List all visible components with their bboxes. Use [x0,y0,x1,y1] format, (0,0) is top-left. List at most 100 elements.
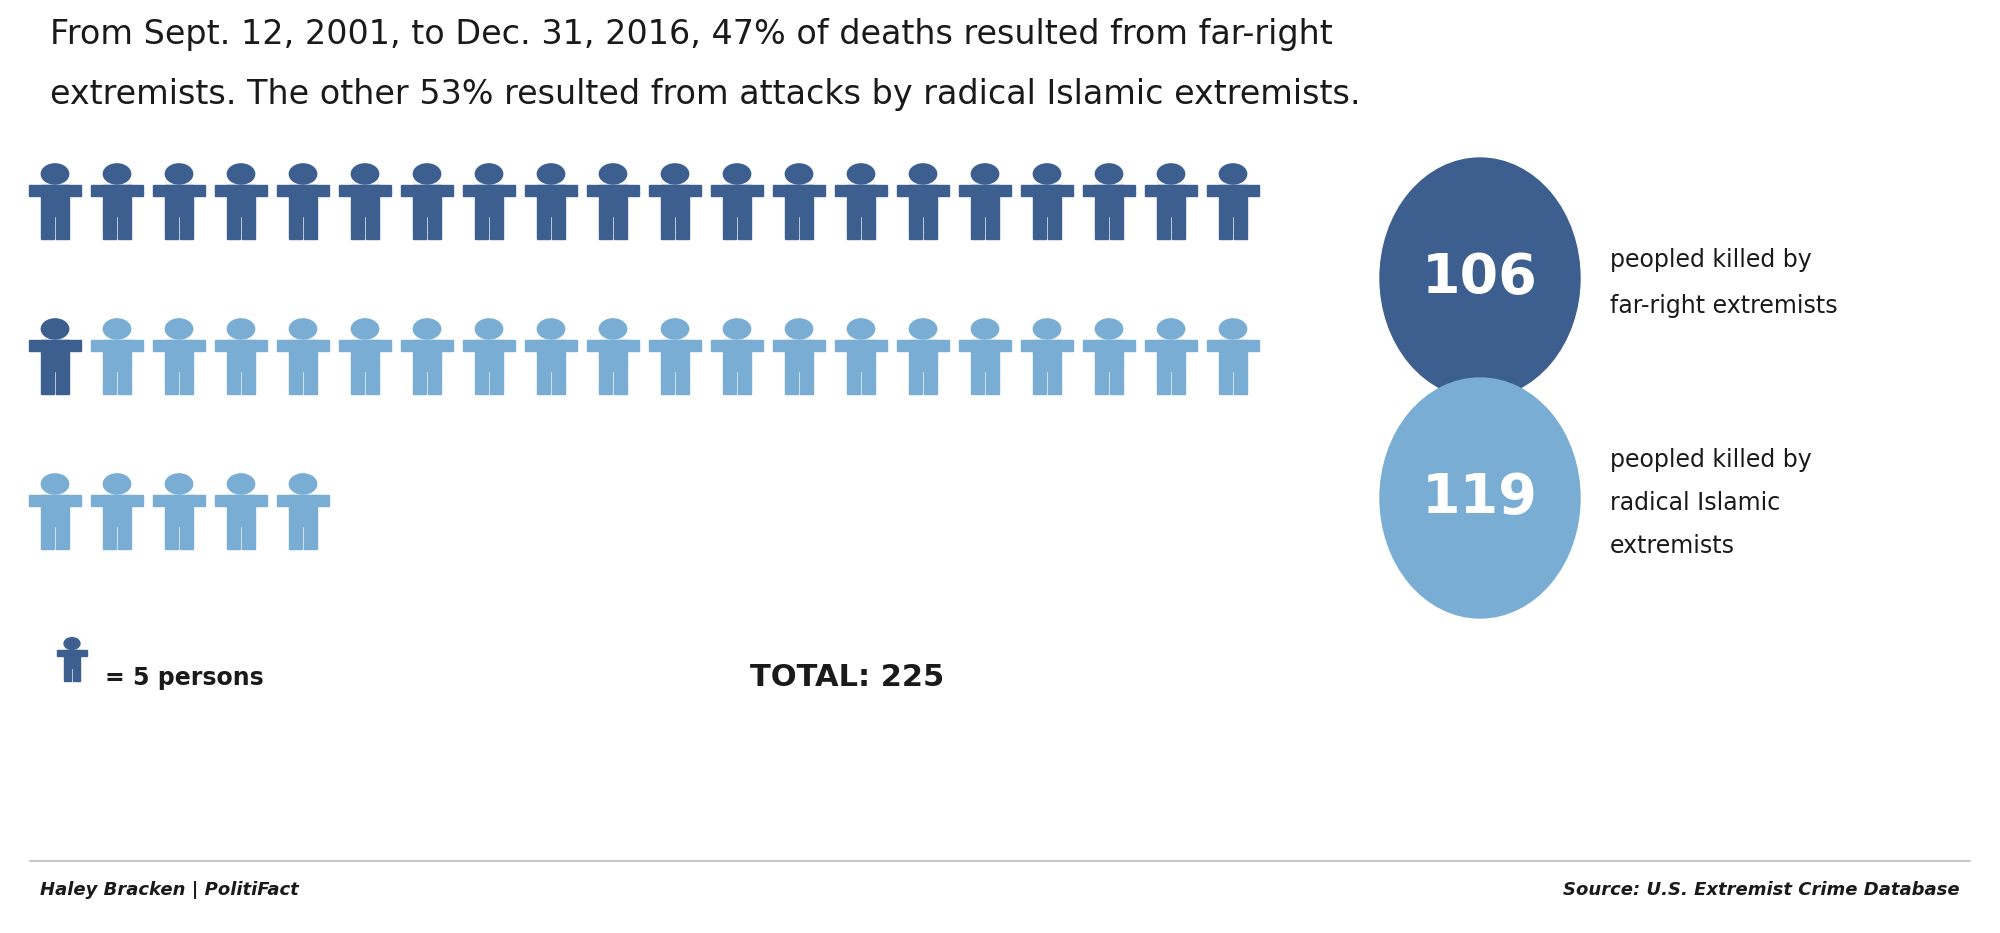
Ellipse shape [64,637,80,649]
Polygon shape [118,525,130,549]
Ellipse shape [786,319,812,339]
Polygon shape [600,370,612,394]
Polygon shape [42,525,54,549]
Polygon shape [304,216,316,239]
Ellipse shape [166,474,192,494]
Polygon shape [166,370,178,394]
Polygon shape [42,341,68,370]
Polygon shape [228,216,240,239]
Polygon shape [836,341,886,351]
Ellipse shape [1220,319,1246,339]
Polygon shape [1158,186,1184,216]
Polygon shape [476,370,488,394]
Polygon shape [898,341,948,351]
Polygon shape [662,370,674,394]
Polygon shape [1048,370,1060,394]
Polygon shape [910,370,922,394]
Polygon shape [538,341,564,370]
Polygon shape [464,186,514,196]
Text: = 5 persons: = 5 persons [104,666,264,690]
Polygon shape [290,370,302,394]
Polygon shape [1084,341,1134,351]
Ellipse shape [600,164,626,184]
Polygon shape [1034,370,1046,394]
Polygon shape [278,341,328,351]
Ellipse shape [476,319,502,339]
Polygon shape [428,216,440,239]
Polygon shape [1034,216,1046,239]
Text: 119: 119 [1422,471,1538,525]
Polygon shape [56,650,88,656]
Polygon shape [414,341,440,370]
Polygon shape [862,216,874,239]
Polygon shape [30,186,80,196]
Polygon shape [1096,341,1122,370]
Ellipse shape [42,474,68,494]
Polygon shape [166,186,192,216]
Polygon shape [924,216,936,239]
Polygon shape [986,370,998,394]
Polygon shape [986,216,998,239]
Polygon shape [180,370,192,394]
Polygon shape [1158,370,1170,394]
Polygon shape [972,370,984,394]
Polygon shape [402,341,452,351]
Polygon shape [600,341,626,370]
Polygon shape [1172,370,1184,394]
Text: peopled killed by: peopled killed by [1610,248,1812,272]
Ellipse shape [848,319,874,339]
Ellipse shape [910,164,936,184]
Ellipse shape [848,164,874,184]
Polygon shape [352,341,378,370]
Polygon shape [972,341,998,370]
Polygon shape [92,341,142,351]
Polygon shape [154,186,204,196]
Polygon shape [526,186,576,196]
Text: radical Islamic: radical Islamic [1610,491,1780,515]
Polygon shape [1146,186,1196,196]
Ellipse shape [104,164,130,184]
Polygon shape [166,525,178,549]
Ellipse shape [972,319,998,339]
Polygon shape [786,341,812,370]
Polygon shape [614,370,626,394]
Polygon shape [490,370,502,394]
Polygon shape [538,186,564,216]
Polygon shape [104,216,116,239]
Polygon shape [414,216,426,239]
Ellipse shape [972,164,998,184]
Ellipse shape [1096,164,1122,184]
Polygon shape [1022,341,1072,351]
Ellipse shape [42,319,68,339]
Polygon shape [600,216,612,239]
Polygon shape [290,186,316,216]
Polygon shape [304,525,316,549]
Polygon shape [676,370,688,394]
Polygon shape [774,186,824,196]
Polygon shape [724,186,750,216]
Polygon shape [118,370,130,394]
Polygon shape [166,341,192,370]
Polygon shape [910,341,936,370]
Polygon shape [1096,216,1108,239]
Polygon shape [724,341,750,370]
Polygon shape [414,186,440,216]
Polygon shape [228,186,254,216]
Polygon shape [428,370,440,394]
Polygon shape [526,341,576,351]
Ellipse shape [1034,319,1060,339]
Polygon shape [848,370,860,394]
Polygon shape [30,341,80,351]
Text: far-right extremists: far-right extremists [1610,294,1838,318]
Polygon shape [1096,370,1108,394]
Ellipse shape [228,164,254,184]
Polygon shape [290,495,316,525]
Polygon shape [104,495,130,525]
Polygon shape [552,370,564,394]
Polygon shape [588,341,638,351]
Polygon shape [1022,186,1072,196]
Polygon shape [304,370,316,394]
Polygon shape [1084,186,1134,196]
Polygon shape [960,341,1010,351]
Polygon shape [1220,341,1246,370]
